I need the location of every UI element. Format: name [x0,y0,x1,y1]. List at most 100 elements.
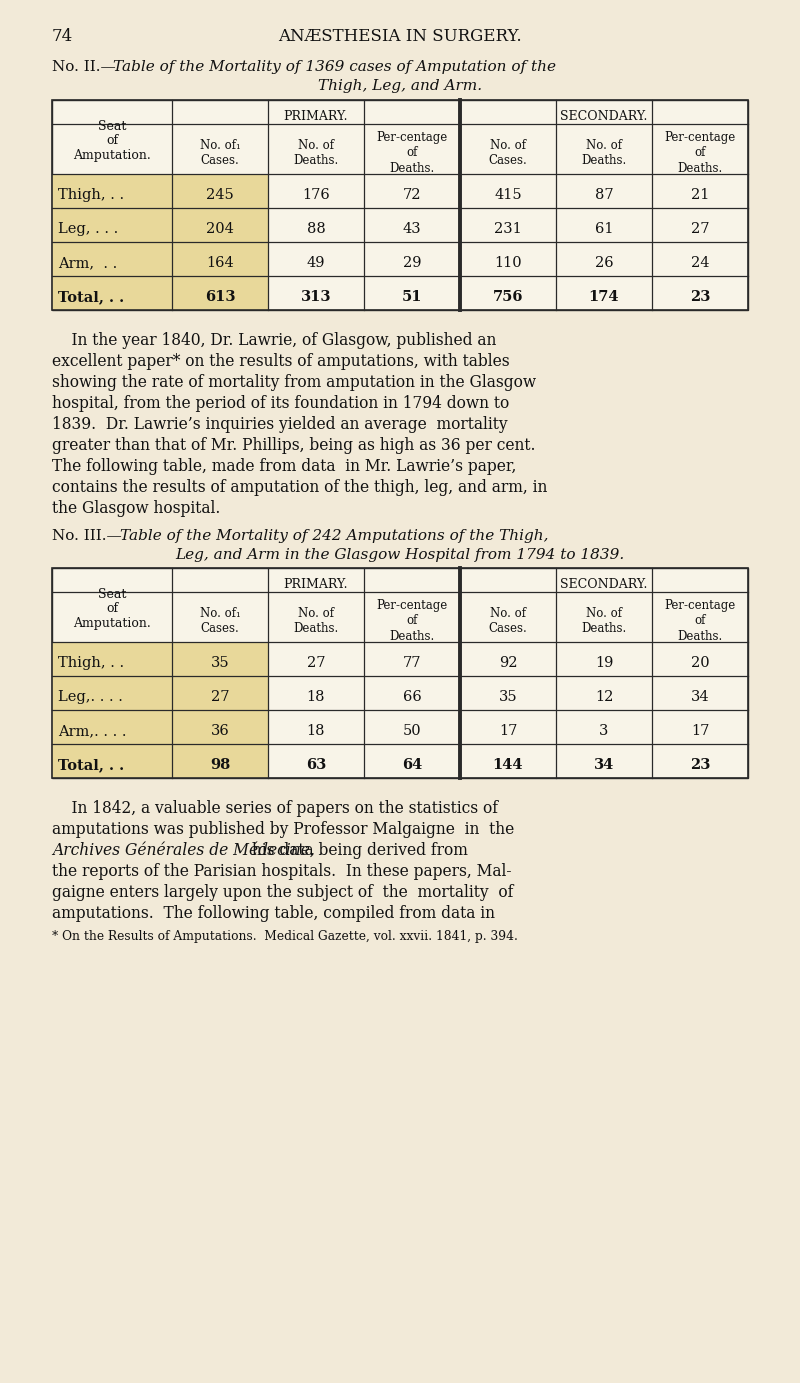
Text: 231: 231 [494,223,522,236]
Text: No. of
Deaths.: No. of Deaths. [582,607,626,635]
Text: 26: 26 [594,256,614,270]
Bar [52,709,268,744]
Text: 1839.  Dr. Lawrie’s inquiries yielded an average  mortality: 1839. Dr. Lawrie’s inquiries yielded an … [52,416,508,433]
Text: greater than that of Mr. Phillips, being as high as 36 per cent.: greater than that of Mr. Phillips, being… [52,437,535,454]
Text: Arm,. . . .: Arm,. . . . [58,723,126,739]
Bar [52,568,748,779]
Text: 51: 51 [402,290,422,304]
Text: 92: 92 [498,656,518,669]
Text: 61: 61 [594,223,614,236]
Text: 72: 72 [402,188,422,202]
Text: 64: 64 [402,758,422,772]
Bar [52,174,268,207]
Text: Table of the Mortality of 242 Amputations of the Thigh,: Table of the Mortality of 242 Amputation… [120,530,549,544]
Bar [52,100,748,310]
Text: Per-centage
of
Deaths.: Per-centage of Deaths. [376,131,448,174]
Text: Per-centage
of
Deaths.: Per-centage of Deaths. [664,599,736,643]
Text: SECONDARY.: SECONDARY. [560,578,648,591]
Text: 43: 43 [402,223,422,236]
Text: gaigne enters largely upon the subject of  the  mortality  of: gaigne enters largely upon the subject o… [52,884,514,900]
Text: 144: 144 [493,758,523,772]
Text: 49: 49 [306,256,326,270]
Text: Per-centage
of
Deaths.: Per-centage of Deaths. [376,599,448,643]
Text: No. II.—: No. II.— [52,59,116,75]
Text: Leg,. . . .: Leg,. . . . [58,690,123,704]
Text: 98: 98 [210,758,230,772]
Text: 24: 24 [690,256,710,270]
Bar [52,207,268,242]
Text: Thigh, . .: Thigh, . . [58,188,124,202]
Text: 35: 35 [210,656,230,669]
Text: the Glasgow hospital.: the Glasgow hospital. [52,501,220,517]
Text: 34: 34 [594,758,614,772]
Text: 12: 12 [595,690,613,704]
Text: 756: 756 [493,290,523,304]
Text: 27: 27 [306,656,326,669]
Text: 63: 63 [306,758,326,772]
Text: 35: 35 [498,690,518,704]
Text: 176: 176 [302,188,330,202]
Text: excellent paper* on the results of amputations, with tables: excellent paper* on the results of amput… [52,353,510,371]
Text: Per-centage
of
Deaths.: Per-centage of Deaths. [664,131,736,174]
Text: 77: 77 [402,656,422,669]
Text: amputations.  The following table, compiled from data in: amputations. The following table, compil… [52,904,495,922]
Text: 204: 204 [206,223,234,236]
Text: 245: 245 [206,188,234,202]
Text: SECONDARY.: SECONDARY. [560,109,648,123]
Text: 27: 27 [210,690,230,704]
Text: 19: 19 [595,656,613,669]
Text: No. of
Cases.: No. of Cases. [489,140,527,167]
Text: 110: 110 [494,256,522,270]
Text: 74: 74 [52,28,74,46]
Text: Thigh, . .: Thigh, . . [58,656,124,669]
Bar [52,242,268,277]
Text: In 1842, a valuable series of papers on the statistics of: In 1842, a valuable series of papers on … [52,799,498,817]
Text: 36: 36 [210,723,230,739]
Bar [52,744,268,779]
Text: Total, . .: Total, . . [58,758,124,772]
Text: 20: 20 [690,656,710,669]
Text: Arm,  . .: Arm, . . [58,256,118,270]
Text: 34: 34 [690,690,710,704]
Text: 23: 23 [690,758,710,772]
Text: Total, . .: Total, . . [58,290,124,304]
Bar [52,100,748,310]
Text: 17: 17 [691,723,709,739]
Text: No. of
Deaths.: No. of Deaths. [582,140,626,167]
Text: No. III.—: No. III.— [52,530,122,544]
Text: No. of
Cases.: No. of Cases. [489,607,527,635]
Bar [52,676,268,709]
Text: 23: 23 [690,290,710,304]
Text: amputations was published by Professor Malgaigne  in  the: amputations was published by Professor M… [52,822,514,838]
Text: the reports of the Parisian hospitals.  In these papers, Mal-: the reports of the Parisian hospitals. I… [52,863,511,880]
Text: 18: 18 [306,723,326,739]
Text: Seat
of
Amputation.: Seat of Amputation. [73,588,151,631]
Text: No. of
Deaths.: No. of Deaths. [294,607,338,635]
Text: 174: 174 [589,290,619,304]
Text: No. of₁
Cases.: No. of₁ Cases. [200,607,240,635]
Text: 21: 21 [691,188,709,202]
Text: Table of the Mortality of 1369 cases of Amputation of the: Table of the Mortality of 1369 cases of … [113,59,556,75]
Text: Leg, and Arm in the Glasgow Hospital from 1794 to 1839.: Leg, and Arm in the Glasgow Hospital fro… [175,548,625,561]
Text: 3: 3 [599,723,609,739]
Text: 164: 164 [206,256,234,270]
Bar [52,568,748,779]
Text: The following table, made from data  in Mr. Lawrie’s paper,: The following table, made from data in M… [52,458,516,474]
Text: 27: 27 [690,223,710,236]
Text: Seat
of
Amputation.: Seat of Amputation. [73,119,151,162]
Text: 415: 415 [494,188,522,202]
Bar [52,277,268,310]
Text: PRIMARY.: PRIMARY. [284,109,348,123]
Text: 18: 18 [306,690,326,704]
Text: hospital, from the period of its foundation in 1794 down to: hospital, from the period of its foundat… [52,396,510,412]
Text: No. of
Deaths.: No. of Deaths. [294,140,338,167]
Text: contains the results of amputation of the thigh, leg, and arm, in: contains the results of amputation of th… [52,479,547,496]
Text: No. of₁
Cases.: No. of₁ Cases. [200,140,240,167]
Text: 66: 66 [402,690,422,704]
Text: showing the rate of mortality from amputation in the Glasgow: showing the rate of mortality from amput… [52,373,536,391]
Text: 29: 29 [402,256,422,270]
Text: 613: 613 [205,290,235,304]
Text: In the year 1840, Dr. Lawrie, of Glasgow, published an: In the year 1840, Dr. Lawrie, of Glasgow… [52,332,496,349]
Text: 88: 88 [306,223,326,236]
Text: 50: 50 [402,723,422,739]
